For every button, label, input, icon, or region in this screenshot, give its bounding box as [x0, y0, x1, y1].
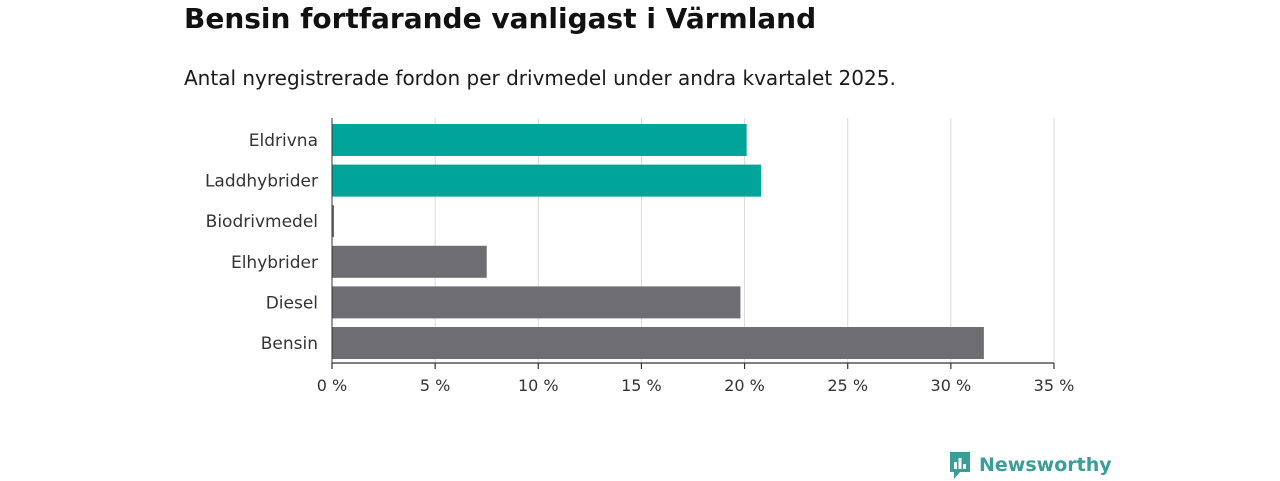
category-label: Laddhybrider [205, 172, 318, 192]
newsworthy-logo: Newsworthy [948, 449, 1112, 481]
grid-lines [434, 118, 1055, 363]
x-tick-label: 0 % [317, 376, 347, 395]
category-labels: Eldrivna Laddhybrider Biodrivmedel Elhybrid… [205, 131, 318, 354]
x-axis: 0 % 5 % 10 % 15 % 20 % 25 % 30 % 35 % [317, 118, 1075, 395]
bar-laddhybrider [332, 164, 762, 197]
bar-bensin [332, 327, 984, 359]
category-label: Biodrivmedel [206, 212, 318, 232]
logo-text: Newsworthy [979, 454, 1112, 476]
chart-title: Bensin fortfarande vanligast i Värmland [184, 2, 817, 35]
x-tick-label: 35 % [1034, 376, 1075, 395]
category-label: Bensin [261, 334, 318, 354]
x-tick-label: 10 % [518, 376, 559, 395]
x-tick-label: 25 % [827, 376, 868, 395]
bar-biodrivmedel [332, 205, 335, 238]
bar-eldrivna [332, 124, 747, 156]
bars [332, 124, 984, 359]
bar-diesel [332, 286, 741, 319]
x-tick-label: 15 % [621, 376, 662, 395]
x-tick-label: 30 % [931, 376, 972, 395]
category-label: Elhybrider [231, 253, 318, 273]
chart-subtitle: Antal nyregistrerade fordon per drivmede… [184, 66, 896, 90]
x-tick-label: 20 % [724, 376, 765, 395]
newsworthy-chart-bubble-icon [950, 452, 970, 479]
bar-elhybrider [332, 245, 487, 278]
x-tick-label: 5 % [420, 376, 450, 395]
category-label: Eldrivna [249, 131, 318, 151]
category-label: Diesel [266, 293, 318, 313]
